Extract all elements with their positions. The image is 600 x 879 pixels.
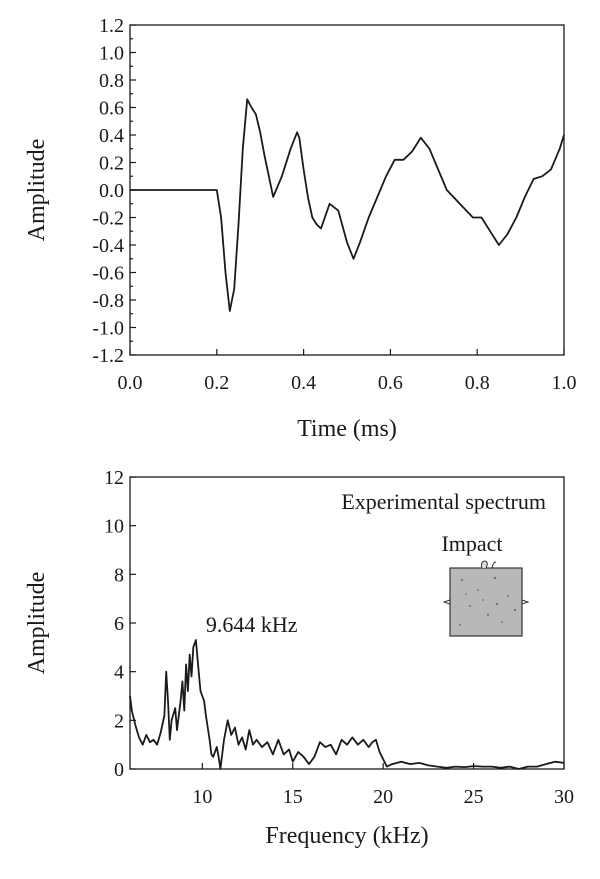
y-tick-label: 0.2 bbox=[99, 153, 124, 175]
y-tick-label: 8 bbox=[114, 564, 124, 586]
x-tick-label: 0.6 bbox=[378, 372, 403, 394]
spectrum-x-axis-title: Frequency (kHz) bbox=[265, 823, 428, 849]
x-tick-label: 25 bbox=[464, 786, 484, 808]
y-tick-label: 10 bbox=[104, 516, 124, 538]
time-y-axis-title: Amplitude bbox=[24, 139, 50, 242]
spectrum-y-ticks: 0 2 4 6 8 10 12 bbox=[104, 467, 136, 781]
spectrum-y-axis-title: Amplitude bbox=[24, 572, 50, 675]
y-tick-label: 1.0 bbox=[99, 43, 124, 65]
x-tick-label: 30 bbox=[554, 786, 574, 808]
left-crack-mark bbox=[442, 599, 451, 605]
y-tick-label: 6 bbox=[114, 613, 124, 635]
x-tick-label: 0.4 bbox=[291, 372, 316, 394]
specimen-inset bbox=[442, 560, 530, 637]
y-tick-label: 0.8 bbox=[99, 70, 124, 92]
time-domain-chart: -1.2 -1.0 -0.8 -0.6 -0.4 -0.2 0.0 0.2 0.4 0.6 0.8 1… bbox=[24, 15, 577, 442]
time-signal-line bbox=[130, 98, 565, 312]
specimen-aggregate bbox=[459, 576, 517, 626]
peak-frequency-label: 9.644 kHz bbox=[206, 612, 298, 637]
x-tick-label: 0.8 bbox=[465, 372, 490, 394]
y-tick-label: -1.2 bbox=[92, 345, 124, 367]
y-tick-label: -0.8 bbox=[92, 290, 124, 312]
y-tick-label: -0.4 bbox=[92, 235, 124, 257]
y-tick-label: -1.0 bbox=[92, 318, 124, 340]
time-x-ticks: 0.0 0.2 0.4 0.6 0.8 1.0 bbox=[118, 349, 577, 394]
impactor-icon bbox=[480, 560, 488, 569]
y-tick-label: 12 bbox=[104, 467, 124, 489]
y-tick-label: 2 bbox=[114, 710, 124, 732]
frequency-spectrum-chart: 0 2 4 6 8 10 12 10 15 20 25 30 Frequency (kHz) Amp… bbox=[24, 467, 574, 849]
y-tick-label: 0.4 bbox=[99, 125, 124, 147]
y-tick-label: 0.0 bbox=[99, 180, 124, 202]
specimen-block bbox=[449, 567, 523, 637]
y-tick-label: 0 bbox=[114, 759, 124, 781]
impact-wave-mark bbox=[491, 561, 497, 569]
y-tick-label: 1.2 bbox=[99, 15, 124, 37]
x-tick-label: 0.0 bbox=[118, 372, 143, 394]
time-y-ticks: -1.2 -1.0 -0.8 -0.6 -0.4 -0.2 0.0 0.2 0.4 0.6 0.8 1… bbox=[92, 15, 136, 367]
x-tick-label: 15 bbox=[283, 786, 303, 808]
right-crack-mark bbox=[521, 599, 530, 605]
x-tick-label: 20 bbox=[373, 786, 393, 808]
y-tick-label: -0.2 bbox=[92, 208, 124, 230]
x-tick-label: 1.0 bbox=[552, 372, 577, 394]
spectrum-line bbox=[129, 639, 565, 770]
y-tick-label: -0.6 bbox=[92, 263, 124, 285]
x-tick-label: 0.2 bbox=[204, 372, 229, 394]
experimental-spectrum-label: Experimental spectrum bbox=[341, 489, 546, 514]
spectrum-x-ticks: 10 15 20 25 30 bbox=[192, 763, 574, 808]
y-tick-label: 0.6 bbox=[99, 98, 124, 120]
x-tick-label: 10 bbox=[192, 786, 212, 808]
impact-label: Impact bbox=[441, 531, 502, 556]
time-x-axis-title: Time (ms) bbox=[297, 416, 397, 442]
y-tick-label: 4 bbox=[114, 662, 124, 684]
